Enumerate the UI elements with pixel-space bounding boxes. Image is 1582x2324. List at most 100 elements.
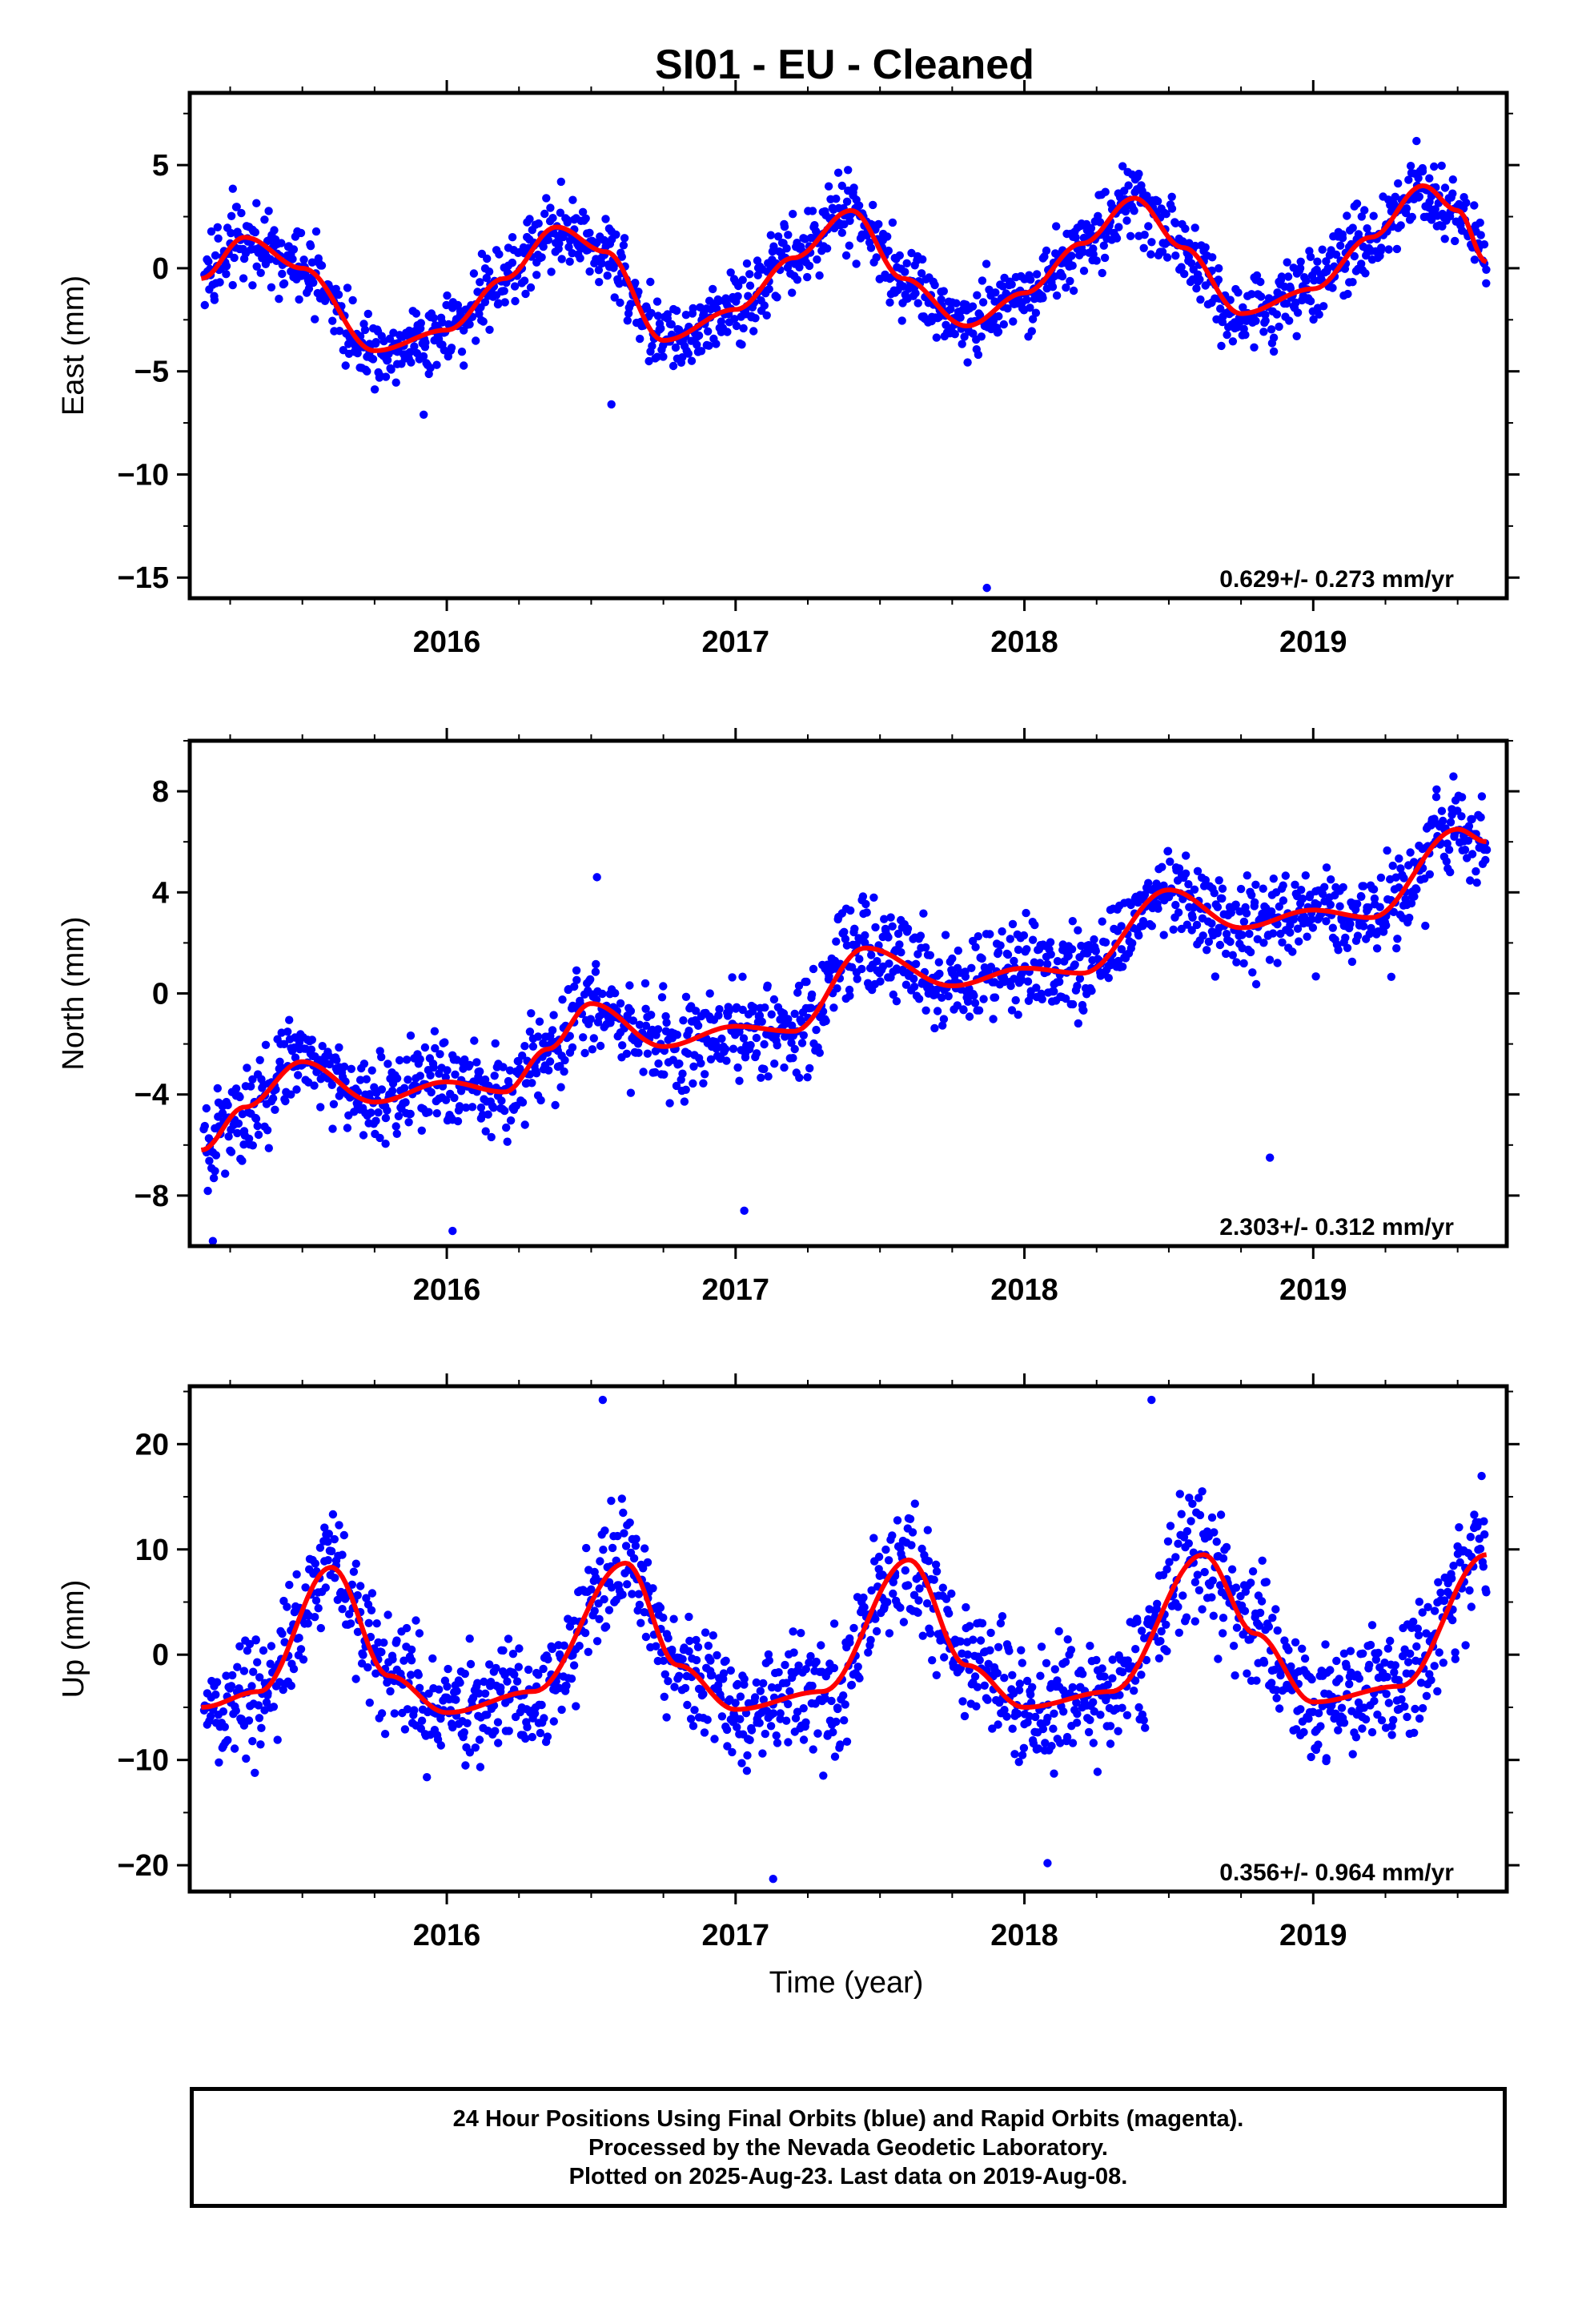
data-point xyxy=(938,1583,948,1592)
data-point xyxy=(1409,1617,1418,1626)
data-point xyxy=(596,1041,605,1051)
data-point xyxy=(311,315,319,324)
data-point xyxy=(495,250,504,259)
data-point xyxy=(652,1642,661,1651)
data-point xyxy=(472,1058,481,1067)
data-point xyxy=(253,1121,262,1131)
data-point xyxy=(435,1685,444,1694)
data-point xyxy=(1167,204,1177,213)
data-point xyxy=(489,1104,498,1112)
data-point xyxy=(1461,1641,1470,1650)
data-point xyxy=(1448,189,1457,198)
data-point xyxy=(958,1697,967,1706)
data-point xyxy=(335,327,344,336)
data-point xyxy=(845,241,854,250)
data-point xyxy=(685,1636,694,1646)
data-point xyxy=(600,1526,609,1535)
data-point xyxy=(251,1768,259,1777)
data-point xyxy=(1100,1672,1109,1681)
data-point xyxy=(1406,848,1415,857)
data-point xyxy=(1232,1623,1242,1632)
data-point xyxy=(785,1687,794,1696)
data-point xyxy=(1063,1635,1072,1644)
data-point xyxy=(1259,328,1268,336)
data-point xyxy=(353,1627,363,1637)
data-point xyxy=(1434,1578,1443,1587)
data-point xyxy=(1098,917,1106,926)
data-point xyxy=(1062,1732,1072,1742)
data-point xyxy=(636,334,644,344)
data-point xyxy=(1182,1613,1191,1622)
data-point xyxy=(1293,924,1303,933)
data-point xyxy=(939,287,949,296)
data-point xyxy=(1382,1690,1391,1699)
data-point xyxy=(1130,1676,1140,1685)
data-point xyxy=(431,1043,440,1053)
data-point xyxy=(681,311,691,320)
data-point xyxy=(1291,298,1300,308)
data-point xyxy=(733,1723,741,1731)
data-point xyxy=(295,295,303,304)
data-point xyxy=(1467,1602,1476,1611)
data-point xyxy=(1089,1739,1098,1747)
data-point xyxy=(903,924,913,934)
data-point xyxy=(1008,1724,1017,1733)
data-point xyxy=(468,1693,478,1703)
data-point xyxy=(1117,922,1126,931)
data-point xyxy=(1432,785,1441,794)
data-point xyxy=(780,222,789,231)
data-point xyxy=(1079,267,1089,275)
data-point xyxy=(840,1716,849,1725)
data-point xyxy=(867,951,876,959)
data-point xyxy=(619,1508,628,1518)
data-point xyxy=(204,257,213,266)
data-point xyxy=(1073,1709,1082,1719)
data-point xyxy=(227,228,235,238)
data-point xyxy=(760,301,769,310)
data-point xyxy=(767,1683,777,1692)
data-point xyxy=(1416,1679,1426,1687)
data-point xyxy=(849,1623,858,1633)
data-point xyxy=(227,1148,236,1156)
data-point xyxy=(634,1048,643,1057)
data-point xyxy=(656,1603,665,1612)
data-point xyxy=(1477,792,1487,801)
data-point xyxy=(253,1658,262,1667)
data-point xyxy=(1243,1669,1251,1678)
data-point xyxy=(911,959,921,969)
data-point xyxy=(1448,1615,1457,1625)
data-point xyxy=(528,1079,536,1088)
data-point xyxy=(926,1629,935,1638)
data-point xyxy=(1126,231,1135,240)
data-point xyxy=(1476,231,1485,239)
outlier-point xyxy=(598,1395,608,1405)
data-point xyxy=(245,1639,255,1649)
data-point xyxy=(1193,1570,1203,1579)
data-point xyxy=(292,1085,301,1094)
data-point xyxy=(1257,1597,1267,1606)
data-point xyxy=(255,1673,264,1682)
data-point xyxy=(919,909,928,918)
data-point xyxy=(1122,1711,1132,1719)
data-point xyxy=(251,1635,260,1644)
data-point xyxy=(1128,939,1137,948)
data-point xyxy=(1171,219,1180,227)
data-point xyxy=(432,360,441,369)
data-point xyxy=(1071,233,1080,242)
data-point xyxy=(1320,883,1329,891)
data-point xyxy=(692,1635,701,1645)
data-point xyxy=(235,1642,244,1651)
data-point xyxy=(841,1700,849,1709)
data-point xyxy=(387,1087,397,1096)
data-point xyxy=(377,1647,386,1657)
data-point xyxy=(1264,1622,1274,1631)
data-point xyxy=(743,1751,752,1760)
data-point xyxy=(585,228,594,237)
data-point xyxy=(1373,1710,1382,1719)
data-point xyxy=(678,1069,687,1078)
data-point xyxy=(1421,921,1430,931)
data-point xyxy=(1295,937,1303,946)
data-point xyxy=(623,1580,632,1589)
data-point xyxy=(1028,315,1038,324)
